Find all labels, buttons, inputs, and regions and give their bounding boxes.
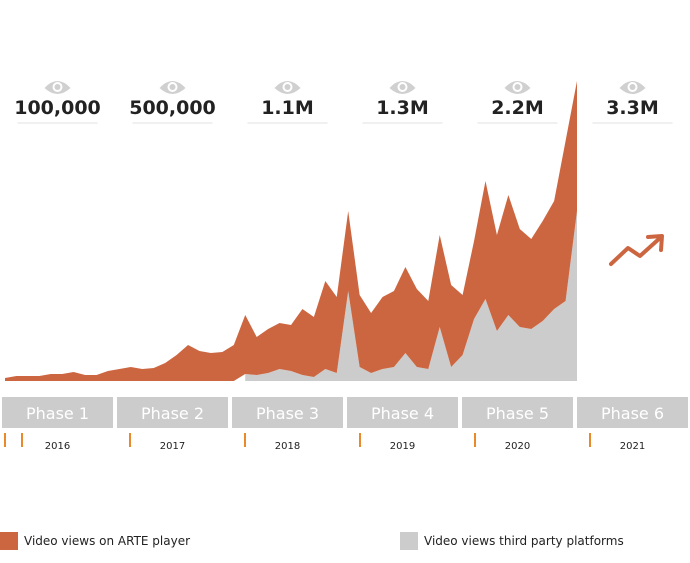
phase-label: Phase 5 — [486, 404, 549, 423]
eye-icon — [159, 81, 186, 94]
year-label: 2018 — [275, 441, 300, 452]
year-label: 2020 — [505, 441, 530, 452]
phase-label: Phase 2 — [141, 404, 204, 423]
year-label: 2016 — [45, 441, 70, 452]
phase-box — [232, 397, 343, 428]
phase-box — [2, 397, 113, 428]
phase-label: Phase 4 — [371, 404, 434, 423]
phase-box — [117, 397, 228, 428]
legend-swatch — [400, 532, 418, 550]
view-count: 100,000 — [14, 97, 101, 119]
phase-box — [462, 397, 573, 428]
year-label: 2019 — [390, 441, 415, 452]
eye-dot — [169, 84, 176, 90]
year-label: 2021 — [620, 441, 645, 452]
phase-label: Phase 1 — [26, 404, 89, 423]
eye-dot — [399, 84, 406, 90]
eye-icon — [619, 81, 646, 94]
eye-icon — [504, 81, 531, 94]
growth-arrow — [609, 234, 664, 266]
phase-box — [347, 397, 458, 428]
eye-dot — [284, 84, 291, 90]
eye-dot — [629, 84, 636, 90]
legend-label: Video views third party platforms — [424, 534, 624, 548]
view-count: 1.3M — [376, 97, 429, 119]
phase-label: Phase 3 — [256, 404, 319, 423]
phase-box — [577, 397, 688, 428]
view-count: 1.1M — [261, 97, 314, 119]
area — [5, 81, 577, 381]
eye-dot — [54, 84, 61, 90]
legend-swatch — [0, 532, 18, 550]
eye-icon — [44, 81, 71, 94]
view-count: 500,000 — [129, 97, 216, 119]
legend-label: Video views on ARTE player — [24, 534, 190, 548]
eye-dot — [514, 84, 521, 90]
view-count: 3.3M — [606, 97, 659, 119]
eye-icon — [274, 81, 301, 94]
phase-label: Phase 6 — [601, 404, 664, 423]
year-label: 2017 — [160, 441, 185, 452]
eye-icon — [389, 81, 416, 94]
view-count: 2.2M — [491, 97, 544, 119]
area — [245, 211, 578, 381]
